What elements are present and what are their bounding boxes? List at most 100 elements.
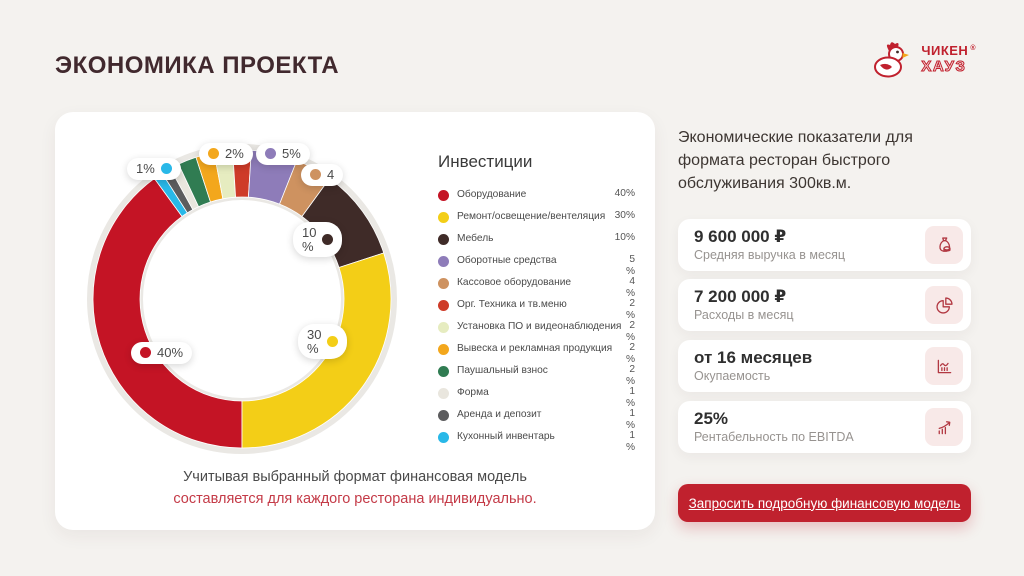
callout-2pct: 2% <box>199 143 253 165</box>
stat-label: Окупаемость <box>694 369 771 383</box>
legend-dot <box>438 234 449 245</box>
legend-value: 40% <box>614 188 635 199</box>
legend-value: 30% <box>614 210 635 221</box>
legend-item: Оборотные средства 5 % <box>438 254 635 277</box>
callout-label: 4 <box>327 167 335 182</box>
note-line-1: Учитывая выбранный формат финансовая мод… <box>183 469 527 485</box>
callout-label: 2% <box>225 146 244 161</box>
stat-card-ebitda: 25% Рентабельность по EBITDA <box>678 401 971 453</box>
legend-dot <box>438 212 449 223</box>
legend-value: 5 % <box>625 254 635 277</box>
callout-dot <box>322 234 334 246</box>
investments-chart-card: 40% 30 % 10 % 5% 4 2% 1% Инвестиции Обор… <box>55 112 655 530</box>
legend-value: 2 % <box>625 364 635 387</box>
legend-item: Оборудование 40% <box>438 188 635 210</box>
callout-label: 10 % <box>302 225 317 254</box>
growth-arrow-icon <box>925 408 963 446</box>
chart-legend: Инвестиции Оборудование 40% Ремонт/освеще… <box>438 152 635 453</box>
callout-dot <box>140 347 151 359</box>
legend-label: Установка ПО и видеонаблюдения <box>457 321 622 332</box>
callout-label: 30 % <box>307 327 322 356</box>
legend-dot <box>438 410 449 421</box>
legend-dot <box>438 256 449 267</box>
legend-label: Кухонный инвентарь <box>457 431 555 442</box>
stat-label: Рентабельность по EBITDA <box>694 430 854 444</box>
legend-label: Форма <box>457 387 489 398</box>
pie-chart-icon <box>925 286 963 324</box>
legend-item: Вывеска и рекламная продукция 2 % <box>438 342 635 365</box>
legend-item: Форма 1 % <box>438 386 635 409</box>
legend-label: Оборудование <box>457 189 527 200</box>
legend-item: Аренда и депозит 1 % <box>438 408 635 431</box>
stat-card-expenses: 7 200 000 ₽ Расходы в месяц <box>678 279 971 331</box>
legend-item: Установка ПО и видеонаблюдения 2 % <box>438 320 635 343</box>
legend-value: 10% <box>614 232 635 243</box>
legend-label: Паушальный взнос <box>457 365 548 376</box>
callout-40pct: 40% <box>131 342 193 364</box>
chart-note: Учитывая выбранный формат финансовая мод… <box>55 466 655 510</box>
legend-label: Вывеска и рекламная продукция <box>457 343 613 354</box>
brand-logo-text: ЧИКЕН ® ХАУЗ <box>921 43 976 75</box>
stat-card-payback: от 16 месяцев Окупаемость <box>678 340 971 392</box>
legend-item: Паушальный взнос 2 % <box>438 364 635 387</box>
legend-value: 4 % <box>625 276 635 299</box>
stat-label: Средняя выручка в месяц <box>694 248 846 262</box>
stat-label: Расходы в месяц <box>694 308 794 322</box>
legend-label: Оборотные средства <box>457 255 557 266</box>
legend-value: 1 % <box>625 430 635 453</box>
chicken-icon <box>874 42 910 78</box>
payback-chart-icon <box>925 347 963 385</box>
legend-item: Ремонт/освещение/вентеляция 30% <box>438 210 635 232</box>
money-bag-icon <box>925 226 963 264</box>
legend-value: 2 % <box>625 320 635 343</box>
stat-card-revenue: 9 600 000 ₽ Средняя выручка в месяц <box>678 219 971 271</box>
legend-dot <box>438 388 449 399</box>
brand-name-bottom: ХАУЗ <box>921 58 967 75</box>
callout-10pct: 10 % <box>293 222 343 258</box>
legend-value: 2 % <box>625 298 635 321</box>
investment-donut-chart <box>67 124 417 474</box>
legend-label: Орг. Техника и тв.меню <box>457 299 567 310</box>
legend-dot <box>438 366 449 377</box>
legend-dot <box>438 432 449 443</box>
note-line-2: составляется для каждого ресторана индив… <box>173 491 537 507</box>
legend-item: Кухонный инвентарь 1 % <box>438 430 635 453</box>
callout-label: 40% <box>157 345 184 360</box>
callout-1pct: 1% <box>127 158 181 180</box>
page-title: ЭКОНОМИКА ПРОЕКТА <box>55 52 340 79</box>
callout-dot <box>208 148 219 160</box>
callout-dot <box>265 148 276 160</box>
brand-name-top: ЧИКЕН <box>921 43 969 58</box>
callout-dot <box>160 163 172 175</box>
legend-item: Орг. Техника и тв.меню 2 % <box>438 298 635 321</box>
callout-5pct: 5% <box>256 143 310 165</box>
legend-dot <box>438 344 449 355</box>
brand-logo: ЧИКЕН ® ХАУЗ <box>872 40 976 78</box>
economics-panel: Экономические показатели для формата рес… <box>678 0 971 576</box>
stat-value: 25% <box>694 409 729 428</box>
callout-dot <box>310 169 321 181</box>
legend-label: Мебель <box>457 233 494 244</box>
legend-value: 1 % <box>625 386 635 409</box>
legend-item: Мебель 10% <box>438 232 635 254</box>
legend-dot <box>438 300 449 311</box>
legend-label: Кассовое оборудование <box>457 277 572 288</box>
donut-svg <box>87 144 397 454</box>
stat-value: от 16 месяцев <box>694 348 813 367</box>
callout-4pct: 4 <box>301 164 344 186</box>
stat-value: 9 600 000 ₽ <box>694 227 787 246</box>
stat-value: 7 200 000 ₽ <box>694 287 787 306</box>
legend-title: Инвестиции <box>438 152 533 171</box>
registered-mark: ® <box>970 44 976 52</box>
panel-heading: Экономические показатели для формата рес… <box>678 129 913 193</box>
callout-dot <box>327 336 339 348</box>
legend-label: Ремонт/освещение/вентеляция <box>457 211 606 222</box>
donut-segment-0 <box>92 177 243 449</box>
legend-dot <box>438 190 449 201</box>
legend-label: Аренда и депозит <box>457 409 542 420</box>
legend-value: 2 % <box>625 342 635 365</box>
callout-30pct: 30 % <box>298 324 348 360</box>
request-financial-model-button[interactable]: Запросить подробную финансовую модель <box>678 484 971 522</box>
legend-dot <box>438 278 449 289</box>
legend-value: 1 % <box>625 408 635 431</box>
